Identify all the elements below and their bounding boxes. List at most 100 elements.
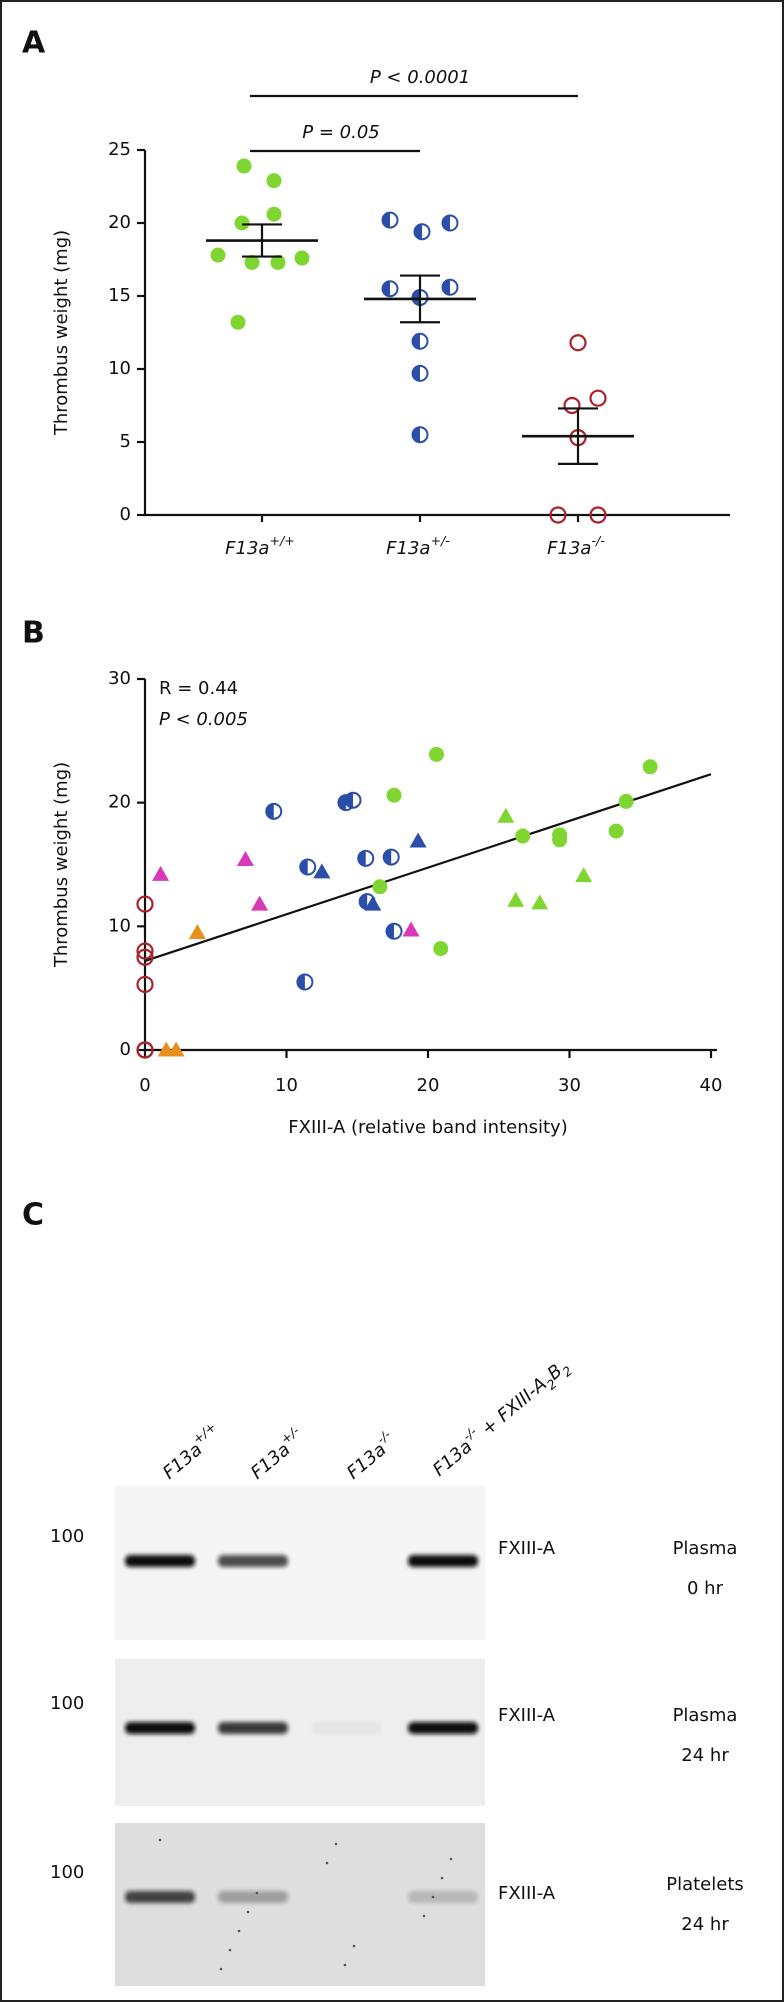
mw-marker: 100 bbox=[50, 1526, 84, 1547]
annotation: P < 0.005 bbox=[159, 709, 248, 730]
data-point bbox=[188, 924, 206, 940]
blot-speck bbox=[431, 1895, 435, 1899]
data-point bbox=[265, 802, 283, 820]
data-point bbox=[441, 278, 459, 296]
data-point bbox=[136, 942, 154, 960]
data-point bbox=[234, 215, 250, 231]
x-tick-label: 20 bbox=[417, 1075, 440, 1096]
comparison-label: P < 0.0001 bbox=[370, 67, 470, 88]
x-tick-label: 30 bbox=[558, 1075, 581, 1096]
annotation: R = 0.44 bbox=[159, 678, 238, 699]
band-label: FXIII-A bbox=[498, 1883, 556, 1904]
y-tick-label: 0 bbox=[120, 504, 131, 525]
x-tick-label: F13a-/- bbox=[547, 533, 605, 559]
blot-band bbox=[312, 1722, 382, 1734]
blot-speck bbox=[334, 1842, 338, 1846]
y-tick-label: 20 bbox=[108, 212, 131, 233]
mw-marker: 100 bbox=[50, 1693, 84, 1714]
data-point bbox=[136, 1041, 154, 1059]
blot-band bbox=[218, 1555, 288, 1567]
data-point bbox=[364, 895, 382, 911]
data-point bbox=[411, 364, 429, 382]
data-point bbox=[270, 254, 286, 270]
data-point bbox=[236, 158, 252, 174]
data-point bbox=[411, 332, 429, 350]
blot-band bbox=[125, 1891, 195, 1903]
marker-half bbox=[412, 289, 420, 305]
marker-half bbox=[266, 803, 274, 819]
data-point bbox=[531, 894, 549, 910]
condition-label: 24 hr bbox=[681, 1745, 729, 1766]
data-point bbox=[497, 807, 515, 823]
blot-strip bbox=[115, 1823, 485, 1986]
condition-label: 24 hr bbox=[681, 1914, 729, 1935]
data-point bbox=[552, 832, 568, 848]
y-tick-label: 10 bbox=[108, 915, 131, 936]
data-point bbox=[569, 334, 587, 352]
data-point bbox=[210, 247, 226, 263]
y-tick-label: 15 bbox=[108, 285, 131, 306]
marker-half bbox=[412, 427, 420, 443]
data-point bbox=[294, 250, 310, 266]
marker-half bbox=[412, 365, 420, 381]
data-point bbox=[266, 173, 282, 189]
condition-label: Platelets bbox=[666, 1874, 744, 1895]
data-point bbox=[642, 759, 658, 775]
marker-half bbox=[383, 849, 392, 865]
blot-band bbox=[218, 1891, 288, 1903]
blot-speck bbox=[228, 1948, 232, 1952]
condition-label: Plasma bbox=[673, 1705, 738, 1726]
x-axis-title: FXIII-A (relative band intensity) bbox=[288, 1117, 567, 1138]
blot-speck bbox=[343, 1963, 347, 1967]
band-label: FXIII-A bbox=[498, 1538, 556, 1559]
data-point bbox=[382, 848, 400, 866]
data-point bbox=[409, 832, 427, 848]
data-point bbox=[136, 975, 154, 994]
data-point bbox=[381, 280, 399, 298]
data-point bbox=[515, 828, 531, 844]
panel-label: A bbox=[22, 26, 46, 61]
panel-label: C bbox=[22, 1198, 44, 1233]
data-point bbox=[433, 941, 449, 957]
blot-speck bbox=[440, 1876, 444, 1880]
error-bar bbox=[558, 407, 598, 465]
data-point bbox=[563, 396, 581, 415]
data-point bbox=[386, 787, 402, 803]
marker-half bbox=[297, 974, 305, 990]
error-bar bbox=[400, 274, 440, 324]
data-point bbox=[136, 948, 154, 966]
data-point bbox=[608, 823, 624, 839]
blot-speck bbox=[246, 1910, 250, 1914]
band-label: FXIII-A bbox=[498, 1705, 556, 1726]
data-point bbox=[589, 506, 607, 524]
data-point bbox=[589, 389, 607, 407]
marker-half bbox=[358, 850, 366, 866]
data-point bbox=[441, 214, 459, 232]
blot-speck bbox=[255, 1891, 259, 1895]
marker-half bbox=[338, 795, 346, 811]
panel-label: B bbox=[22, 616, 45, 651]
marker-half bbox=[414, 224, 422, 240]
blot-speck bbox=[449, 1857, 453, 1861]
blot-speck bbox=[219, 1967, 223, 1971]
blot-band bbox=[125, 1555, 195, 1567]
data-point bbox=[136, 895, 154, 913]
marker-half bbox=[300, 859, 308, 875]
data-point bbox=[344, 791, 362, 809]
blot-speck bbox=[325, 1861, 329, 1865]
data-point bbox=[313, 863, 331, 879]
data-point bbox=[266, 206, 282, 222]
x-tick-label: 10 bbox=[275, 1075, 298, 1096]
data-point bbox=[372, 879, 388, 895]
x-tick-label: 0 bbox=[139, 1075, 150, 1096]
marker-half bbox=[442, 215, 450, 231]
blot-band bbox=[408, 1555, 478, 1567]
data-point bbox=[152, 865, 170, 881]
data-point bbox=[167, 1041, 185, 1057]
condition-label: 0 hr bbox=[687, 1578, 724, 1599]
blot-band bbox=[125, 1722, 195, 1734]
blot-speck bbox=[237, 1929, 241, 1933]
data-point bbox=[296, 973, 314, 991]
y-tick-label: 5 bbox=[120, 431, 131, 452]
